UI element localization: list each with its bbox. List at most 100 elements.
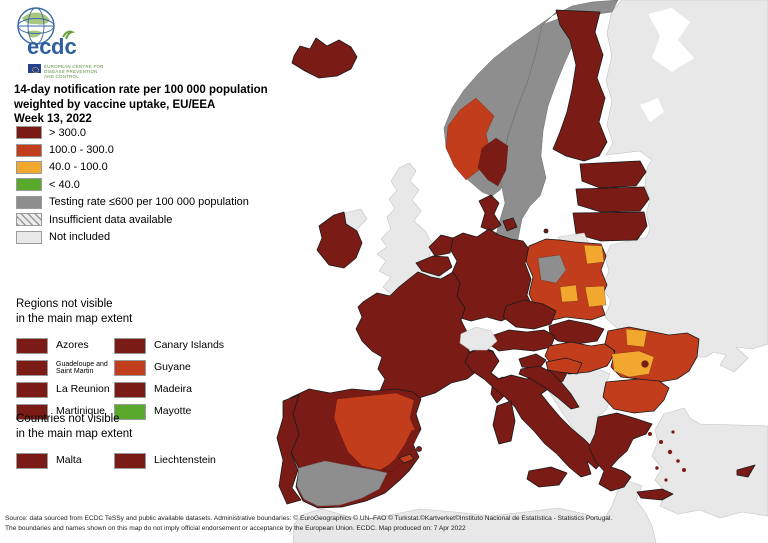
legend-label: < 40.0 (49, 178, 80, 191)
map-region-portugal (276, 394, 302, 505)
map-region-estonia (579, 160, 647, 189)
legend-label: Insufficient data available (49, 213, 173, 226)
regions-section-heading: Regions not visible in the main map exte… (16, 298, 133, 325)
map-region-cyprus (736, 464, 756, 478)
region-swatch (16, 337, 48, 354)
map-region-bulgaria (602, 378, 670, 414)
map-region-iceland (291, 37, 358, 79)
map-title-line3: Week 13, 2022 (14, 113, 92, 126)
map-region-switzerland (459, 326, 498, 351)
eu-flag-icon (28, 64, 41, 73)
map-region-poland-patch-southeast (584, 285, 607, 308)
map-region-greece (588, 412, 653, 492)
map-region-latvia (575, 186, 650, 213)
map-lake-ladoga (640, 98, 664, 122)
map-region-balearic-minorca (416, 446, 422, 452)
legend-swatch-not-included (16, 230, 42, 244)
legend-row: < 40.0 (16, 176, 249, 193)
map-region-austria (488, 329, 556, 352)
map-footer: Source: data sourced from ECDC TeSSy and… (5, 514, 765, 534)
map-region-sardinia (492, 400, 516, 445)
ecdc-logo: ec dc EUROPEAN CENTRE FOR DISEASE PREVEN… (14, 6, 134, 80)
region-swatch (114, 359, 146, 376)
countries-section-heading: Countries not visible in the main map ex… (16, 413, 133, 440)
region-item-martinique: Martinique (16, 403, 114, 420)
map-region-balearic-islands (398, 453, 415, 464)
map-region-bornholm (543, 228, 549, 234)
region-item-la-reunion: La Reunion (16, 381, 114, 398)
map-region-turkey (651, 407, 768, 519)
legend-label: Not included (49, 231, 111, 244)
legend-row: > 300.0 (16, 124, 249, 141)
region-item-madeira: Madeira (114, 381, 274, 398)
country-swatch (114, 452, 146, 469)
legend-label: Testing rate ≤600 per 100 000 population (49, 196, 249, 209)
region-swatch (16, 359, 48, 376)
region-item-canary-islands: Canary Islands (114, 337, 274, 354)
country-item-malta: Malta (16, 452, 114, 469)
region-swatch (114, 381, 146, 398)
footer-disclaimer-line: The boundaries and names shown on this m… (5, 525, 466, 533)
map-region-norway-southeast (477, 137, 509, 187)
legend-swatch-40-100 (16, 160, 42, 174)
map-region-romania-patch-northwest (625, 328, 648, 348)
map-region-north-africa (292, 480, 657, 543)
region-item-guadeloupe: Guadeloupe and Saint Martin (16, 359, 114, 376)
map-legend: > 300.0 100.0 - 300.0 40.0 - 100.0 < 40.… (16, 124, 249, 246)
ecdc-wordmark: ec (27, 34, 51, 58)
map-region-slovenia (518, 353, 547, 370)
region-swatch (16, 403, 48, 420)
legend-row: 100.0 - 300.0 (16, 141, 249, 158)
regions-not-visible-section: Regions not visible in the main map exte… (16, 297, 274, 423)
map-title: 14-day notification rate per 100 000 pop… (14, 83, 314, 127)
map-title-line2: weighted by vaccine uptake, EU/EEA (14, 98, 216, 111)
map-region-romania-patch-south (611, 350, 655, 378)
region-item-azores: Azores (16, 337, 114, 354)
legend-label: 40.0 - 100.0 (49, 161, 108, 174)
region-swatch (114, 337, 146, 354)
map-region-finland (552, 9, 608, 162)
map-region-ireland (316, 211, 363, 269)
map-region-poland-patch-center (559, 284, 579, 303)
map-region-netherlands (428, 234, 454, 257)
map-region-croatia-coast (518, 365, 580, 410)
map-region-andalusia (296, 460, 388, 507)
ecdc-sprout-icon (62, 30, 76, 40)
map-title-line1: 14-day notification rate per 100 000 pop… (14, 84, 268, 96)
legend-swatch-lt40 (16, 178, 42, 192)
map-region-spain-southeast-coast (383, 429, 421, 473)
map-region-croatia-inland (545, 357, 583, 375)
ecdc-logo-graphic: ec dc (17, 7, 77, 59)
map-region-sicily (526, 466, 568, 488)
map-region-poland-gray (537, 254, 567, 284)
legend-swatch-testing (16, 195, 42, 209)
map-region-belgium (415, 255, 453, 277)
region-swatch (16, 381, 48, 398)
svg-text:dc: dc (51, 34, 77, 58)
legend-label: 100.0 - 300.0 (49, 144, 114, 157)
footer-source-line: Source: data sourced from ECDC TeSSy and… (5, 515, 613, 522)
legend-swatch-insufficient-hatch (16, 213, 42, 227)
legend-label: > 300.0 (49, 126, 87, 139)
map-lake-white-sea (648, 8, 694, 72)
map-region-romania-bucharest (641, 360, 649, 368)
region-swatch (114, 403, 146, 420)
region-item-mayotte: Mayotte (114, 403, 274, 420)
map-region-crete (636, 488, 674, 501)
legend-swatch-gt300 (16, 126, 42, 140)
legend-row: Testing rate ≤600 per 100 000 population (16, 194, 249, 211)
map-region-poland-patch-northeast (583, 244, 605, 265)
map-region-czechia (502, 299, 557, 330)
countries-not-visible-section: Countries not visible in the main map ex… (16, 412, 274, 472)
map-region-denmark-islands (502, 217, 518, 232)
legend-row: Not included (16, 228, 249, 245)
country-swatch (16, 452, 48, 469)
legend-row: 40.0 - 100.0 (16, 159, 249, 176)
map-region-denmark (478, 194, 502, 232)
legend-swatch-100-300 (16, 143, 42, 157)
country-item-liechtenstein: Liechtenstein (114, 452, 274, 469)
map-region-slovakia (548, 319, 605, 345)
ecdc-org-name: EUROPEAN CENTRE FOR DISEASE PREVENTION A… (44, 64, 104, 80)
